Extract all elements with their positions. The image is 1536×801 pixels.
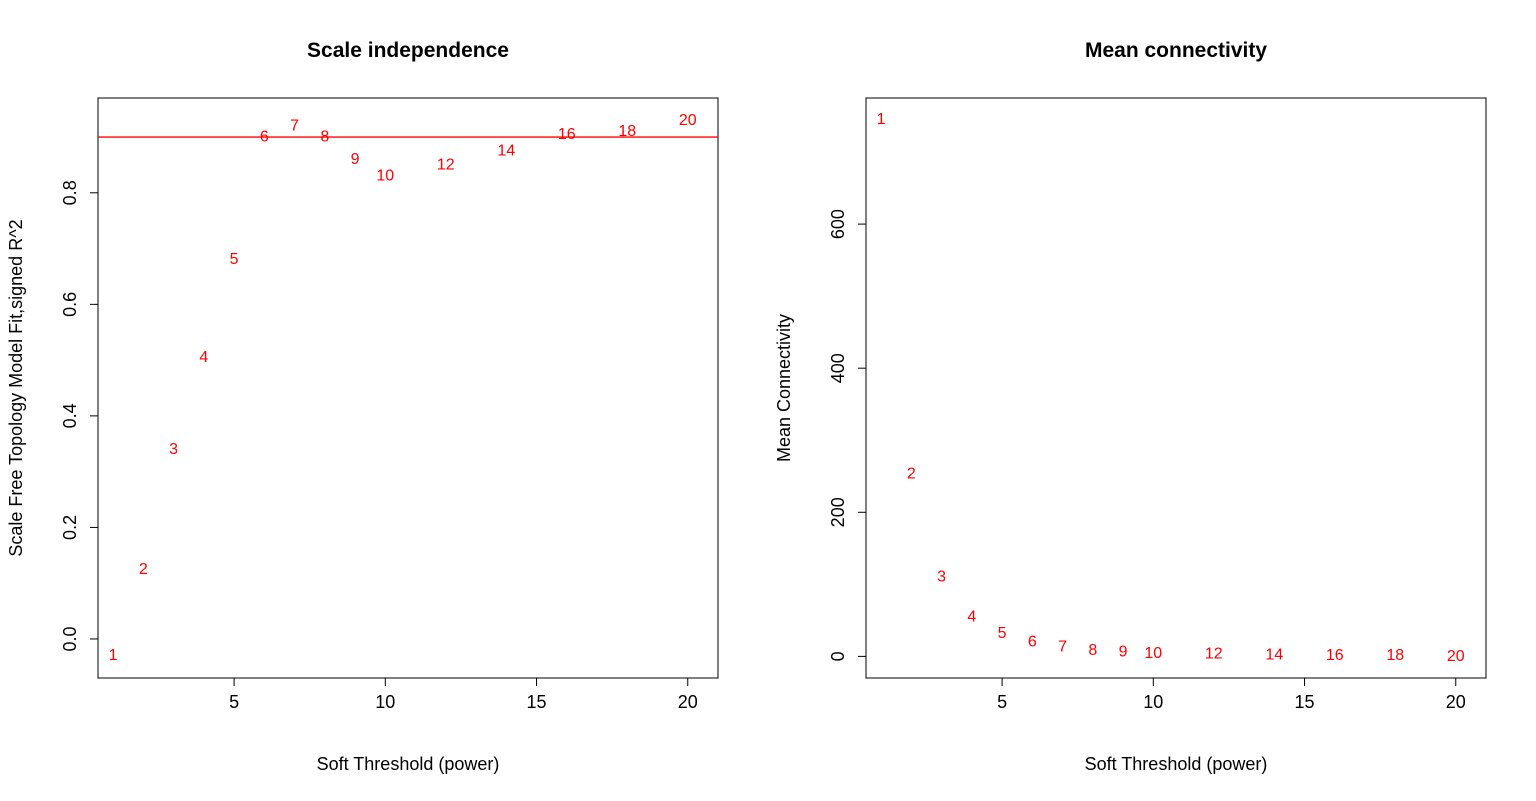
panel2-point-label: 8 (1088, 642, 1097, 659)
panel2-x-tick-label: 10 (1143, 692, 1163, 712)
panel1-point-label: 20 (679, 112, 697, 129)
panel2-y-tick-label: 200 (828, 497, 848, 527)
panel2-point-label: 3 (937, 569, 946, 586)
panel1-point-label: 14 (497, 142, 515, 159)
panel1-x-axis-label: Soft Threshold (power) (317, 754, 500, 774)
panel2-y-tick-label: 400 (828, 353, 848, 383)
panel2-point-label: 9 (1119, 644, 1128, 661)
panel2-y-ticks: 0 200 400 600 (828, 209, 867, 661)
panel1-point-label: 7 (290, 117, 299, 134)
panel2-title: Mean connectivity (1085, 39, 1267, 62)
panel1-point-label: 2 (139, 561, 148, 578)
panel1-x-ticks: 5 10 15 20 (229, 677, 698, 712)
panel1-y-tick-label: 0.6 (60, 292, 80, 317)
panel1-y-tick-label: 0.4 (60, 403, 80, 428)
panel1-x-tick-label: 15 (527, 692, 547, 712)
panel1-point-label: 6 (260, 129, 269, 146)
panel1-point-label: 3 (169, 441, 178, 458)
panel2-y-axis-label: Mean Connectivity (774, 314, 794, 462)
panel2-point-label: 14 (1265, 646, 1283, 663)
panel1-y-tick-label: 0.0 (60, 626, 80, 651)
panel2-point-label: 5 (998, 625, 1007, 642)
panel1-point-label: 12 (437, 156, 455, 173)
panel1-plot-frame (97, 97, 719, 679)
panel2-y-tick-label: 0 (828, 651, 848, 661)
panel1-point-label: 5 (230, 251, 239, 268)
panel1-y-tick-label: 0.2 (60, 515, 80, 540)
panel1-point-label: 8 (320, 129, 329, 146)
panel2-point-label: 1 (877, 111, 886, 128)
panel1-point-label: 18 (618, 123, 636, 140)
panel1-point-label: 10 (376, 168, 394, 185)
panel2-plot-frame (865, 97, 1487, 679)
panel2-x-ticks: 5 10 15 20 (997, 677, 1466, 712)
panel1-point-label: 4 (199, 349, 208, 366)
panel1-x-tick-label: 5 (229, 692, 239, 712)
panel2-point-label: 2 (907, 466, 916, 483)
panel1-x-tick-label: 20 (678, 692, 698, 712)
panel2-point-label: 12 (1205, 646, 1223, 663)
panel2-x-tick-label: 15 (1295, 692, 1315, 712)
panel1-y-axis-label: Scale Free Topology Model Fit,signed R^2 (6, 219, 26, 556)
panel2-point-label: 18 (1386, 647, 1404, 664)
panel-mean-connectivity: Mean connectivity Soft Threshold (power)… (774, 39, 1487, 774)
panel2-point-label: 6 (1028, 633, 1037, 650)
panel1-y-ticks: 0.0 0.2 0.4 0.6 0.8 (60, 180, 99, 651)
panel2-x-axis-label: Soft Threshold (power) (1085, 754, 1268, 774)
panel2-point-label: 7 (1058, 639, 1067, 656)
panel2-x-tick-label: 20 (1446, 692, 1466, 712)
panel1-y-tick-label: 0.8 (60, 180, 80, 205)
panel2-point-label: 20 (1447, 648, 1465, 665)
panel1-point-label: 16 (558, 126, 576, 143)
panel1-x-tick-label: 10 (375, 692, 395, 712)
panel2-x-tick-label: 5 (997, 692, 1007, 712)
panel-scale-independence: Scale independence Soft Threshold (power… (6, 39, 719, 774)
panel2-y-tick-label: 600 (828, 209, 848, 239)
panel1-point-label: 1 (109, 647, 118, 664)
panel2-point-label: 10 (1144, 645, 1162, 662)
panel1-title: Scale independence (307, 39, 509, 62)
panel1-point-label: 9 (351, 151, 360, 168)
panel2-point-label: 16 (1326, 647, 1344, 664)
panel2-point-label: 4 (967, 608, 976, 625)
